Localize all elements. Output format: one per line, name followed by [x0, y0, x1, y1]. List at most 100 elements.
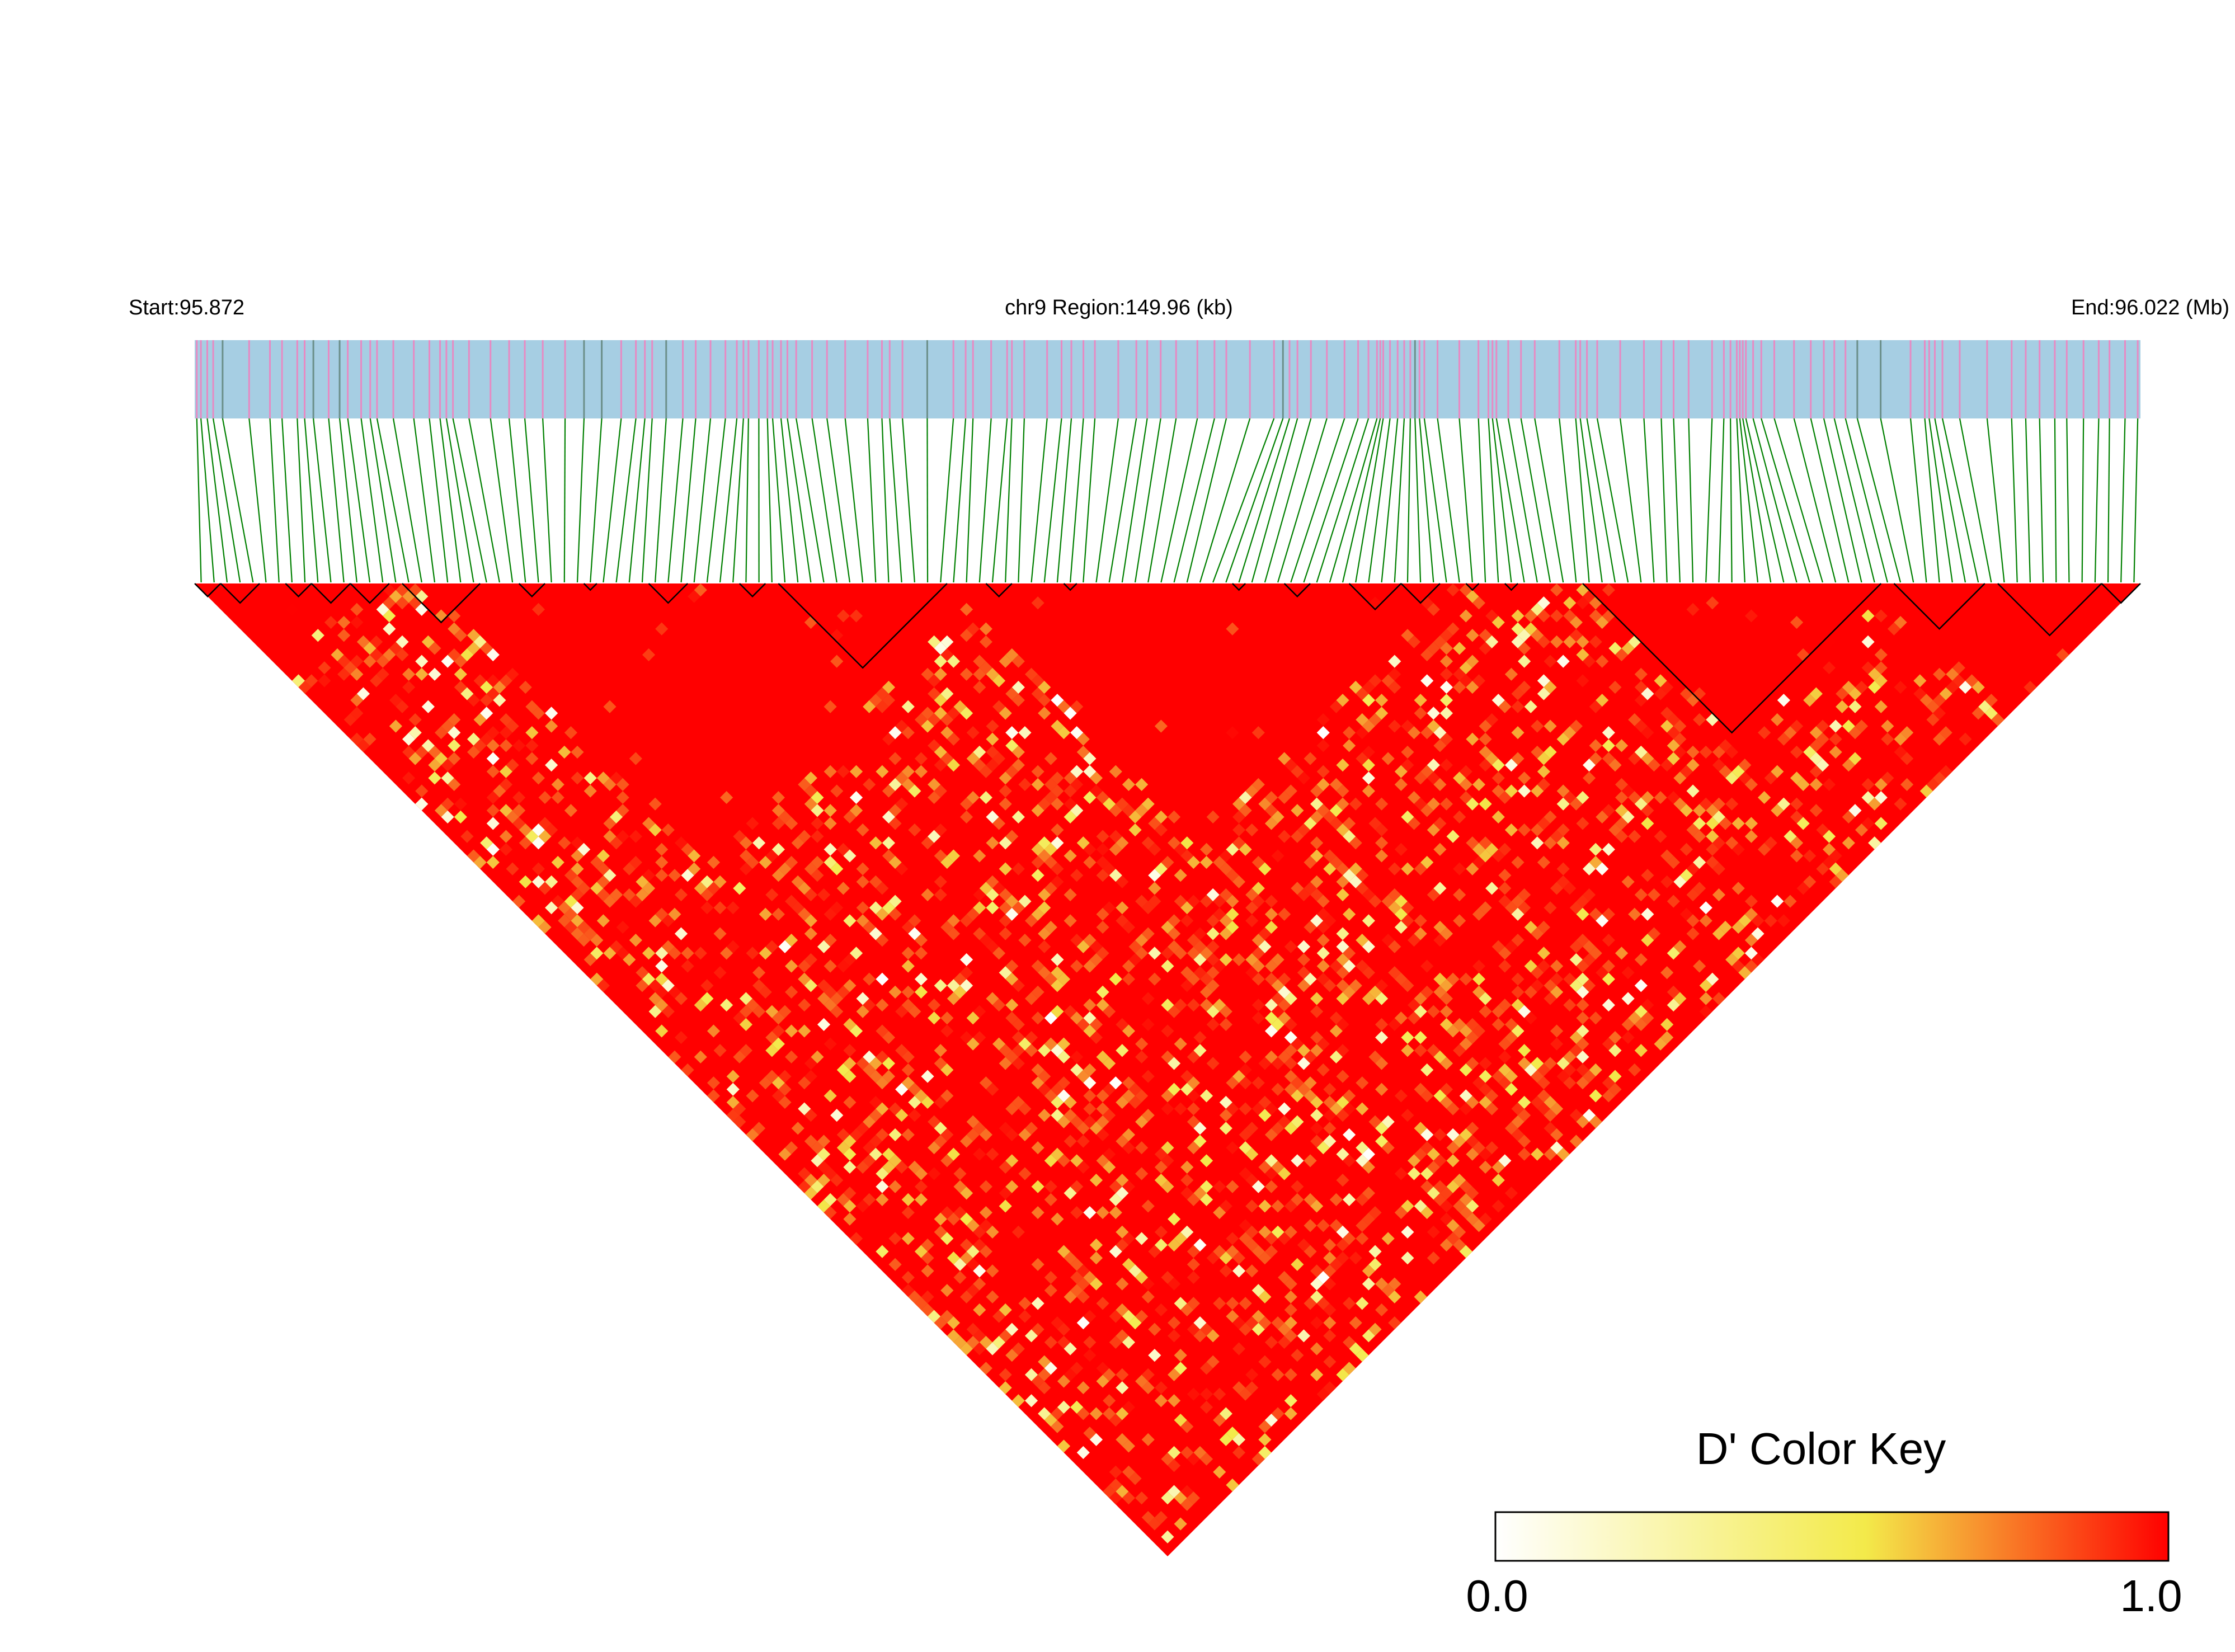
ld-cell: [804, 771, 817, 785]
ld-cell: [1304, 972, 1317, 986]
ld-cell: [1251, 882, 1265, 895]
ld-cell: [1349, 875, 1362, 888]
ld-cell: [999, 914, 1012, 928]
ld-cell: [668, 869, 681, 882]
ld-cell: [1362, 914, 1375, 928]
ld-cell: [973, 1329, 986, 1343]
ld-cell: [1537, 817, 1551, 830]
ld-cell: [1226, 1180, 1239, 1193]
ld-cell: [973, 849, 986, 863]
ld-cell: [1531, 1095, 1544, 1109]
ld-cell: [1011, 1030, 1025, 1044]
snp-connector: [196, 418, 202, 583]
ld-cell: [1206, 914, 1220, 928]
snp-connector: [1070, 418, 1084, 583]
ld-cell: [584, 771, 597, 785]
ld-cell: [1596, 655, 1609, 668]
ld-cell: [1264, 790, 1278, 804]
ld-cell: [979, 1206, 992, 1220]
ld-cell: [1226, 869, 1239, 882]
ld-cell: [1239, 1050, 1252, 1063]
ld-cell: [1070, 765, 1084, 778]
ld-cell: [402, 590, 416, 603]
ld-cell: [1479, 901, 1492, 915]
ld-cell: [1161, 1180, 1174, 1193]
ld-cell: [1109, 1245, 1122, 1258]
ld-cell: [1693, 959, 1706, 973]
ld-cell: [966, 1322, 980, 1336]
ld-cell: [914, 1180, 928, 1193]
ld-cell: [1829, 849, 1842, 863]
ld-cell: [1206, 1005, 1220, 1018]
ld-cell: [863, 1154, 876, 1168]
ld-cell: [876, 1024, 889, 1038]
ld-cell: [1251, 726, 1265, 740]
ld-cell: [934, 642, 947, 655]
ld-cell: [1362, 940, 1375, 953]
ld-cell: [383, 648, 396, 662]
ld-cell: [1141, 1368, 1155, 1381]
ld-cell: [849, 1024, 863, 1038]
ld-cell: [863, 1141, 876, 1155]
ld-cell: [473, 713, 487, 727]
ld-cell: [960, 1187, 973, 1200]
ld-cell: [1031, 959, 1044, 973]
ld-cell: [642, 817, 656, 830]
ld-cell: [1122, 1335, 1136, 1349]
ld-cell: [1706, 817, 1719, 830]
ld-cell: [960, 707, 973, 720]
ld-cell: [928, 998, 941, 1012]
ld-cell: [856, 862, 869, 876]
ld-cell: [1589, 1089, 1602, 1103]
ld-cell: [1634, 1018, 1648, 1031]
ld-cell: [1018, 934, 1032, 947]
ld-cell: [1777, 914, 1790, 928]
ld-cell: [383, 622, 396, 636]
ld-cell: [1401, 1225, 1414, 1239]
ld-cell: [1343, 1128, 1356, 1142]
ld-cell: [1278, 1335, 1291, 1349]
ld-cell: [1744, 895, 1758, 908]
ld-cell: [973, 667, 986, 681]
ld-cell: [1796, 817, 1810, 830]
snp-connector: [1959, 418, 1992, 583]
ld-cell: [1057, 1050, 1071, 1063]
ld-cell: [558, 901, 571, 915]
ld-cell: [1459, 790, 1472, 804]
ld-cell: [1135, 1167, 1149, 1180]
ld-cell: [1589, 947, 1602, 960]
ld-cell: [1368, 1322, 1382, 1336]
ld-cell: [947, 759, 961, 772]
ld-cell: [1083, 752, 1097, 765]
ld-cell: [1518, 888, 1531, 902]
ld-cell: [1544, 992, 1557, 1005]
ld-cell: [1706, 843, 1719, 856]
ld-cell: [817, 979, 831, 992]
ld-cell: [1582, 888, 1596, 902]
ld-cell: [966, 1011, 980, 1025]
ld-cell: [1641, 726, 1654, 740]
ld-cell: [1401, 901, 1414, 915]
snp-connector: [328, 418, 345, 583]
ld-cell: [843, 1070, 857, 1083]
ld-cell: [1738, 759, 1752, 772]
ld-cell: [1193, 953, 1207, 967]
ld-cell: [1576, 790, 1589, 804]
snp-connector: [590, 418, 603, 583]
ld-cell: [1518, 784, 1531, 798]
ld-cell: [1861, 790, 1875, 804]
ld-cell: [1011, 1095, 1025, 1109]
ld-cell: [1011, 759, 1025, 772]
ld-cell: [1569, 797, 1583, 811]
ld-cell: [499, 726, 513, 740]
ld-cell: [1479, 1082, 1492, 1096]
ld-cell: [966, 1245, 980, 1258]
ld-cell: [1621, 966, 1635, 980]
ld-cell: [1096, 1089, 1109, 1103]
ld-cell: [1608, 680, 1622, 694]
ld-cell: [1219, 1005, 1232, 1018]
ld-cell: [1582, 1070, 1596, 1083]
ld-cell: [1511, 700, 1524, 713]
ld-cell: [1031, 765, 1044, 778]
ld-cell: [448, 648, 461, 662]
